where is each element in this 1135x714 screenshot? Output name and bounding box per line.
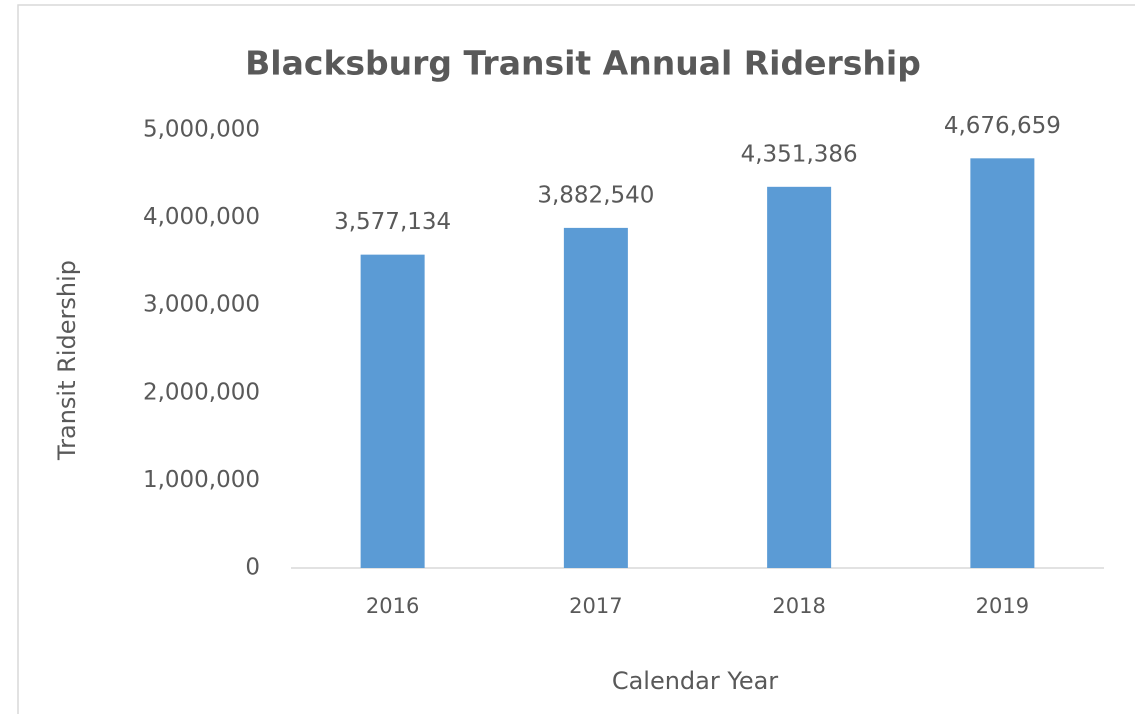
x-tick-label: 2019 — [976, 594, 1029, 618]
bar — [767, 186, 832, 568]
x-tick-label: 2016 — [366, 594, 419, 618]
y-axis-title: Transit Ridership — [53, 260, 81, 461]
bar — [360, 254, 425, 568]
y-tick-label: 3,000,000 — [143, 292, 260, 318]
y-tick-label: 2,000,000 — [143, 379, 260, 405]
data-label: 3,882,540 — [537, 182, 654, 208]
data-label: 4,351,386 — [741, 141, 858, 167]
bar — [970, 158, 1035, 568]
x-tick-label: 2017 — [569, 594, 622, 618]
y-tick-label: 4,000,000 — [143, 204, 260, 230]
y-tick-label: 5,000,000 — [143, 117, 260, 143]
y-tick-label: 1,000,000 — [143, 467, 260, 493]
x-axis-title: Calendar Year — [612, 667, 778, 695]
x-tick-label: 2018 — [772, 594, 825, 618]
data-label: 4,676,659 — [944, 113, 1061, 139]
bar — [563, 227, 628, 568]
y-tick-label: 0 — [245, 555, 260, 581]
data-label: 3,577,134 — [334, 209, 451, 235]
chart-title: Blacksburg Transit Annual Ridership — [245, 44, 921, 83]
